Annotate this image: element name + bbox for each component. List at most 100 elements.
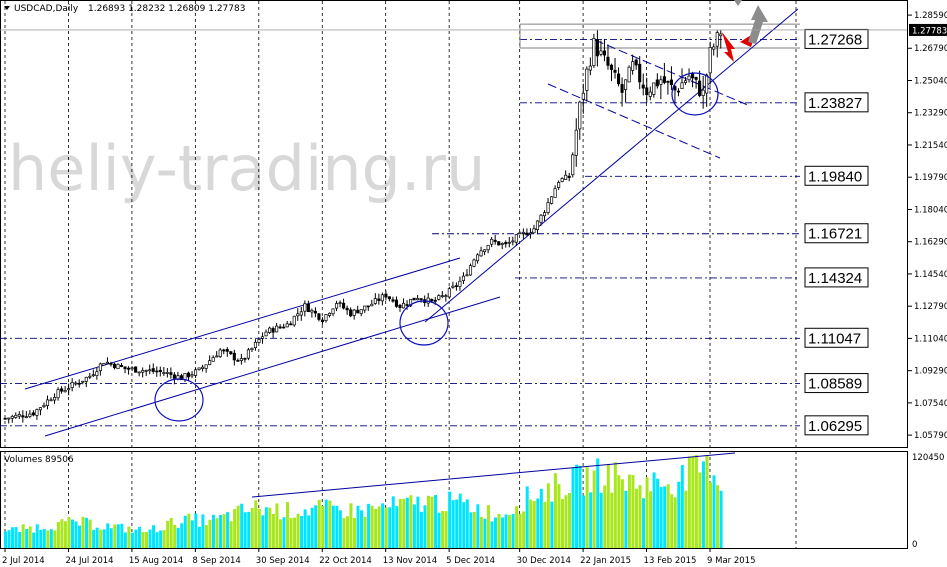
volume-bar <box>546 483 550 548</box>
volume-bar <box>300 516 304 548</box>
candle-body <box>606 56 610 66</box>
candle-body <box>98 363 102 372</box>
volume-bar <box>116 524 120 548</box>
price-tick-label: 1.23290 <box>914 109 947 119</box>
volume-bar <box>673 497 677 548</box>
volume-bar <box>497 513 501 548</box>
volume-bar <box>328 500 332 548</box>
volume-bar <box>190 520 194 548</box>
volume-bar <box>222 514 226 548</box>
candle-body <box>528 232 532 235</box>
candle-body <box>352 309 356 316</box>
volume-bar <box>395 506 399 548</box>
volume-bar <box>99 529 103 548</box>
candle-body <box>130 367 134 370</box>
volume-bar <box>53 530 57 548</box>
candle-body <box>342 302 346 309</box>
volume-bar <box>25 528 29 548</box>
price-tick-label: 1.09290 <box>914 367 947 377</box>
volume-bar <box>183 515 187 548</box>
volume-bar <box>568 492 571 548</box>
volume-bar <box>444 511 448 548</box>
volume-bar <box>419 511 423 548</box>
time-tick-label: 15 Aug 2014 <box>129 556 183 566</box>
candle-body <box>109 363 113 365</box>
volume-bar <box>106 523 110 548</box>
volume-bar <box>645 477 649 548</box>
time-tick-label: 24 Jul 2014 <box>65 556 113 566</box>
volume-bar <box>70 519 74 548</box>
volume-bar <box>173 524 177 548</box>
candle-body <box>440 295 444 297</box>
candle-body <box>14 414 18 418</box>
flag-bottom-line <box>547 83 721 159</box>
volume-bar <box>92 529 96 548</box>
candle-body <box>662 76 666 83</box>
candle-body <box>595 39 599 57</box>
time-tick-label: 2 Jul 2014 <box>2 556 45 566</box>
volume-bar <box>490 521 494 548</box>
candle-body <box>56 389 60 399</box>
candle-body <box>271 328 275 333</box>
volume-bar <box>39 529 43 548</box>
candle-body <box>148 369 152 372</box>
volume-bar <box>405 497 409 548</box>
candle-body <box>264 331 268 337</box>
candle-body <box>444 295 448 298</box>
candle-body <box>518 232 522 235</box>
candle-body <box>102 363 106 366</box>
candle-body <box>35 409 39 416</box>
candle-body <box>476 254 480 262</box>
candle-body <box>659 79 663 85</box>
volume-bar <box>367 503 371 548</box>
candle-body <box>483 249 487 253</box>
triangle-down-icon[interactable] <box>4 6 10 10</box>
candle-body <box>652 82 656 95</box>
volume-bar <box>109 528 113 548</box>
volume-bar <box>282 517 286 548</box>
candle-body <box>486 245 490 251</box>
volume-bar <box>596 458 600 548</box>
volume-bar <box>11 527 15 548</box>
volume-bar <box>120 523 124 548</box>
candle-body <box>461 275 466 281</box>
volume-bar <box>78 525 82 548</box>
volume-bar <box>501 517 505 548</box>
candle-body <box>275 325 279 333</box>
circle-marker <box>671 72 719 116</box>
volume-bar <box>293 517 297 548</box>
time-tick-label: 9 Mar 2015 <box>707 556 755 566</box>
candle-body <box>49 399 53 402</box>
candle-body <box>394 299 399 307</box>
candle-body <box>447 288 451 298</box>
candle-body <box>24 416 28 419</box>
volume-bar <box>437 512 441 548</box>
price-tick-label: 1.05790 <box>914 431 947 441</box>
volume-bar <box>543 501 547 548</box>
candle-body <box>359 309 363 314</box>
volume-bar <box>14 527 18 548</box>
candle-body <box>698 80 702 96</box>
price-pane-frame <box>0 0 908 448</box>
volume-bar <box>656 478 660 548</box>
volume-bar <box>7 530 11 548</box>
volume-bar <box>321 506 325 548</box>
volume-bar <box>360 510 364 548</box>
candle-body <box>673 86 677 91</box>
price-tick-label: 1.28590 <box>914 11 947 21</box>
candle-body <box>624 79 628 90</box>
candle-body <box>310 309 314 313</box>
candle-body <box>380 294 384 302</box>
volume-histogram <box>4 452 736 548</box>
volume-bar <box>349 503 353 548</box>
level-label: 1.27268 <box>808 31 862 48</box>
volume-bar <box>201 514 205 548</box>
volume-bar <box>141 531 145 548</box>
candle-body <box>585 68 589 91</box>
candle-body <box>384 293 388 298</box>
volume-bar <box>113 524 117 548</box>
volume-bar <box>46 530 50 548</box>
volume-bar <box>483 518 487 548</box>
